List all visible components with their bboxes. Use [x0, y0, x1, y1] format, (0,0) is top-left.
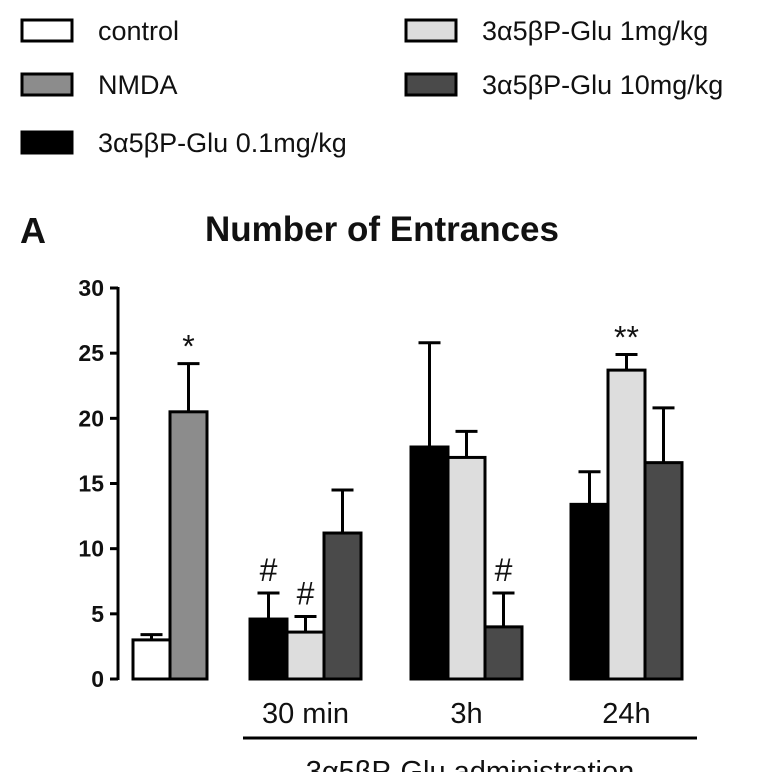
significance-hash: #	[260, 552, 278, 588]
legend-label-3-5-p-glu-10mg-kg: 3α5βP-Glu 10mg/kg	[482, 70, 723, 100]
bar-baseline-control	[131, 638, 172, 681]
group-label-3h: 3h	[450, 698, 482, 730]
group-label-30-min: 30 min	[262, 698, 349, 730]
significance-hash: #	[297, 575, 315, 611]
y-tick-label: 15	[78, 471, 104, 497]
x-axis-label: 3α5βP-Glu administration	[306, 756, 634, 772]
bars: * # # # **	[131, 319, 684, 681]
legend-swatch-3-5-p-glu-1mg-kg	[404, 18, 458, 43]
group-label-24h: 24h	[602, 698, 650, 730]
bar-30-min-3-5-p-glu-1mg-kg	[285, 630, 326, 681]
legend-swatch-control	[20, 18, 74, 43]
significance-hash: #	[495, 552, 513, 588]
legend-label-nmda: NMDA	[98, 70, 178, 100]
chart-title: Number of Entrances	[205, 210, 559, 249]
legend-swatch-3-5-p-glu-10mg-kg	[404, 72, 458, 97]
significance-star: *	[182, 329, 194, 365]
y-tick-label: 10	[78, 536, 104, 562]
legend: control NMDA 3α5βP-Glu 0.1mg/kg 3α5βP-Glu 1…	[20, 16, 723, 158]
x-axis-groups: 30 min 3h 24h	[262, 698, 651, 730]
panel-label: A	[20, 210, 46, 251]
y-tick-label: 30	[78, 275, 104, 301]
legend-label-control: control	[98, 16, 179, 46]
y-tick-label: 5	[91, 601, 104, 627]
y-tick-label: 25	[78, 340, 104, 366]
y-tick-label: 0	[91, 666, 104, 692]
bar-30-min-3-5-p-glu-0-1mg-kg	[248, 617, 289, 681]
y-axis: 0 5 10 15 20 25 30	[78, 275, 120, 692]
bar-24h-3-5-p-glu-1mg-kg	[606, 368, 647, 681]
bar-24h-3-5-p-glu-10mg-kg	[643, 461, 684, 681]
legend-swatch-nmda	[20, 72, 74, 97]
bar-3h-3-5-p-glu-0-1mg-kg	[409, 445, 450, 681]
bar-24h-3-5-p-glu-0-1mg-kg	[569, 502, 610, 681]
significance-star: **	[614, 319, 639, 355]
legend-label-3-5-p-glu-1mg-kg: 3α5βP-Glu 1mg/kg	[482, 16, 708, 46]
y-tick-label: 20	[78, 405, 104, 431]
bar-30-min-3-5-p-glu-10mg-kg	[322, 531, 363, 681]
legend-swatch-3-5-p-glu-0-1mg-kg	[20, 130, 74, 155]
bar-3h-3-5-p-glu-1mg-kg	[446, 455, 487, 681]
bar-baseline-nmda	[168, 410, 209, 681]
legend-label-3-5-p-glu-0-1mg-kg: 3α5βP-Glu 0.1mg/kg	[98, 128, 347, 158]
bar-3h-3-5-p-glu-10mg-kg	[483, 625, 524, 681]
